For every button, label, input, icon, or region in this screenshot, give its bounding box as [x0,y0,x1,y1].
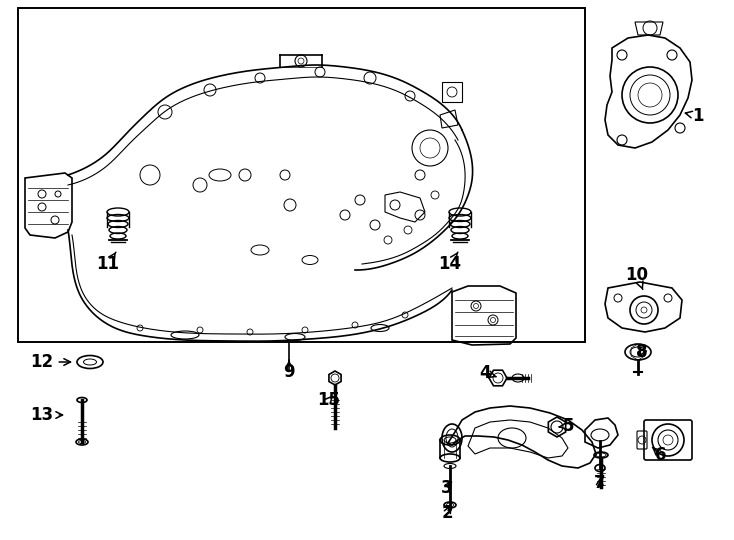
Text: 4: 4 [479,364,496,382]
Text: 7: 7 [595,474,606,492]
Text: 1: 1 [686,107,704,125]
Text: 2: 2 [441,504,453,522]
Text: 12: 12 [30,353,70,371]
Bar [18,8,585,342]
Text: 13: 13 [30,406,62,424]
Text: 3: 3 [441,479,453,497]
Text: 6: 6 [653,446,666,464]
Text: 14: 14 [438,252,462,273]
Text: 15: 15 [318,391,341,409]
Text: 5: 5 [559,417,574,435]
Text: 9: 9 [283,360,295,381]
Text: 8: 8 [636,343,647,361]
Text: 10: 10 [625,266,649,289]
Text: 11: 11 [96,252,120,273]
